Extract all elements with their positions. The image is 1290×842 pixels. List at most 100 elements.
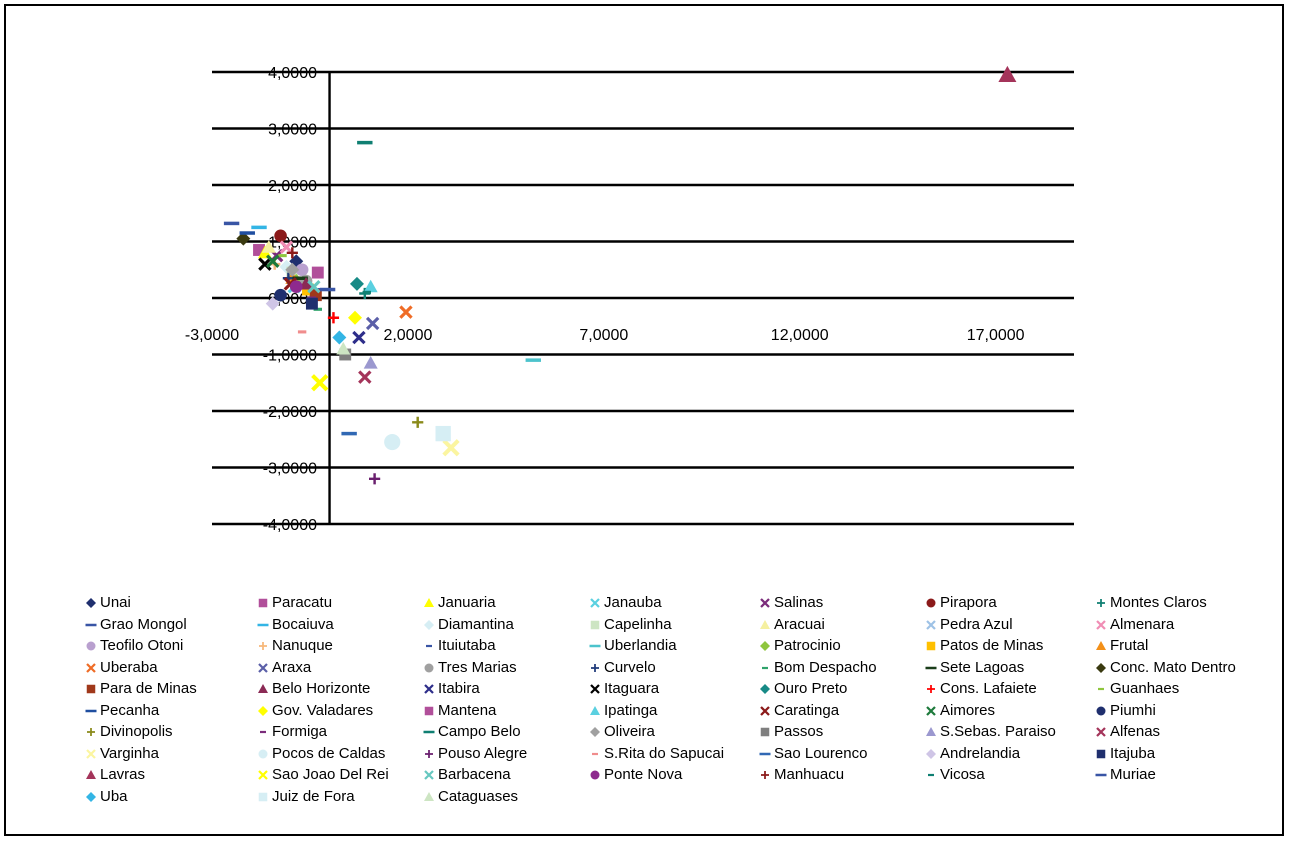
legend-marker — [86, 684, 96, 694]
legend-label: Montes Claros — [1110, 594, 1207, 611]
legend-marker — [760, 684, 770, 694]
legend-item: Divinopolis — [84, 721, 173, 743]
legend-marker — [1096, 727, 1106, 737]
legend-label: Ipatinga — [604, 701, 658, 719]
legend-item: Vicosa — [924, 764, 985, 786]
legend-label: Caratinga — [774, 701, 840, 719]
x-tick-label: 12,0000 — [771, 327, 829, 344]
legend-item: Pedra Azul — [924, 614, 1013, 636]
data-point-pocos-de-caldas — [384, 433, 401, 451]
y-tick-label: -1,0000 — [263, 348, 317, 365]
legend-marker — [258, 749, 268, 758]
legend-item: Formiga — [256, 721, 327, 743]
legend-label: Grao Mongol — [100, 615, 187, 633]
legend-item: Varginha — [84, 743, 159, 765]
legend-item: Pouso Alegre — [422, 743, 527, 765]
legend-label: Alfenas — [1110, 723, 1161, 740]
legend-item: Teofilo Otoni — [84, 635, 183, 657]
legend-item: Sete Lagoas — [924, 657, 1024, 679]
legend-item: Januaria — [422, 592, 496, 614]
legend-item: Curvelo — [588, 657, 656, 679]
legend-label: Bocaiuva — [272, 615, 334, 633]
data-point-araxa — [365, 316, 380, 331]
legend-label: Patos de Minas — [940, 637, 1044, 654]
legend-label: Campo Belo — [438, 723, 521, 740]
data-point-s-sebas-paraiso — [363, 355, 378, 369]
legend-item: Conc. Mato Dentro — [1094, 657, 1236, 679]
data-point-lavras — [998, 65, 1017, 83]
data-point-pirapora — [274, 229, 287, 243]
legend-item: Pirapora — [924, 592, 997, 614]
data-point-aimores — [266, 254, 280, 268]
legend-marker — [1096, 619, 1106, 630]
legend-label: Diamantina — [438, 615, 514, 633]
legend-label: Almenara — [1110, 615, 1175, 633]
data-point-conc-mato-dentro — [236, 231, 251, 246]
legend-item: Uba — [84, 786, 128, 808]
data-point-itajuba — [305, 297, 318, 310]
legend-marker — [86, 641, 96, 651]
legend-label: Nanuque — [272, 637, 333, 654]
legend-label: Gov. Valadares — [272, 701, 374, 719]
legend-item: Passos — [758, 721, 823, 743]
legend-label: Itajuba — [1110, 744, 1156, 762]
chart-frame: 4,0000 3,0000 2,0000 1,0000 0,0000 -1,0000 -2,… — [4, 4, 1284, 836]
legend-item: Araxa — [256, 657, 311, 679]
legend-label: Cataguases — [438, 787, 519, 805]
legend-item: Montes Claros — [1094, 592, 1207, 614]
legend-label: Bom Despacho — [774, 658, 877, 676]
legend-marker — [925, 666, 937, 669]
data-point-pecanha — [239, 231, 255, 235]
legend-item: Patos de Minas — [924, 635, 1043, 657]
legend-marker — [260, 730, 266, 734]
legend-item: Itaguara — [588, 678, 659, 700]
legend-label: Pirapora — [940, 594, 997, 611]
legend-marker — [1097, 599, 1105, 607]
legend-marker — [426, 644, 432, 648]
legend-marker — [258, 770, 268, 780]
legend-marker — [1096, 662, 1106, 673]
gridlines — [212, 70, 1074, 526]
legend-marker — [590, 684, 600, 694]
y-tick-label: 4,0000 — [268, 65, 317, 82]
legend-item: Guanhaes — [1094, 678, 1179, 700]
legend-marker — [86, 748, 96, 759]
legend-label: Barbacena — [438, 766, 511, 783]
legend-marker — [86, 598, 96, 608]
y-tick-label: 2,0000 — [268, 178, 317, 195]
x-tick-label: 7,0000 — [579, 327, 628, 344]
legend-item: Aracuai — [758, 614, 825, 636]
data-point-barbacena — [307, 279, 321, 294]
data-point-pouso-alegre — [369, 473, 381, 485]
legend-item: Itabira — [422, 678, 480, 700]
legend-label: Paracatu — [272, 594, 333, 611]
legend-label: Uba — [100, 787, 128, 805]
legend-label: Ouro Preto — [774, 680, 848, 697]
legend-marker — [423, 730, 435, 734]
data-point-ouro-preto — [349, 276, 364, 291]
legend-marker — [86, 662, 96, 673]
legend-label: Itaguara — [604, 680, 660, 697]
legend-label: Teofilo Otoni — [100, 637, 184, 654]
legend-marker — [928, 773, 934, 777]
legend-label: Mantena — [438, 701, 497, 719]
data-point-gov-valadares — [348, 310, 363, 325]
data-point-para-de-minas — [309, 289, 322, 302]
data-point-oliveira — [285, 262, 300, 277]
data-point-uba — [332, 330, 347, 345]
legend-label: Conc. Mato Dentro — [1110, 658, 1236, 676]
legend-marker — [760, 705, 770, 716]
legend-item: Patrocinio — [758, 635, 841, 657]
data-point-alfenas — [358, 370, 372, 384]
legend-item: Bocaiuva — [256, 614, 334, 636]
legend-marker — [926, 619, 936, 630]
legend-label: Guanhaes — [1110, 680, 1180, 697]
legend-label: Lavras — [100, 766, 146, 783]
x-tick-label: 17,0000 — [967, 327, 1025, 344]
legend-label: Oliveira — [604, 723, 655, 740]
legend-label: Divinopolis — [100, 723, 173, 740]
legend-label: Patrocinio — [774, 637, 841, 654]
data-point-divinopolis — [412, 416, 424, 428]
legend-label: Manhuacu — [774, 766, 845, 783]
legend-item: Lavras — [84, 764, 145, 786]
